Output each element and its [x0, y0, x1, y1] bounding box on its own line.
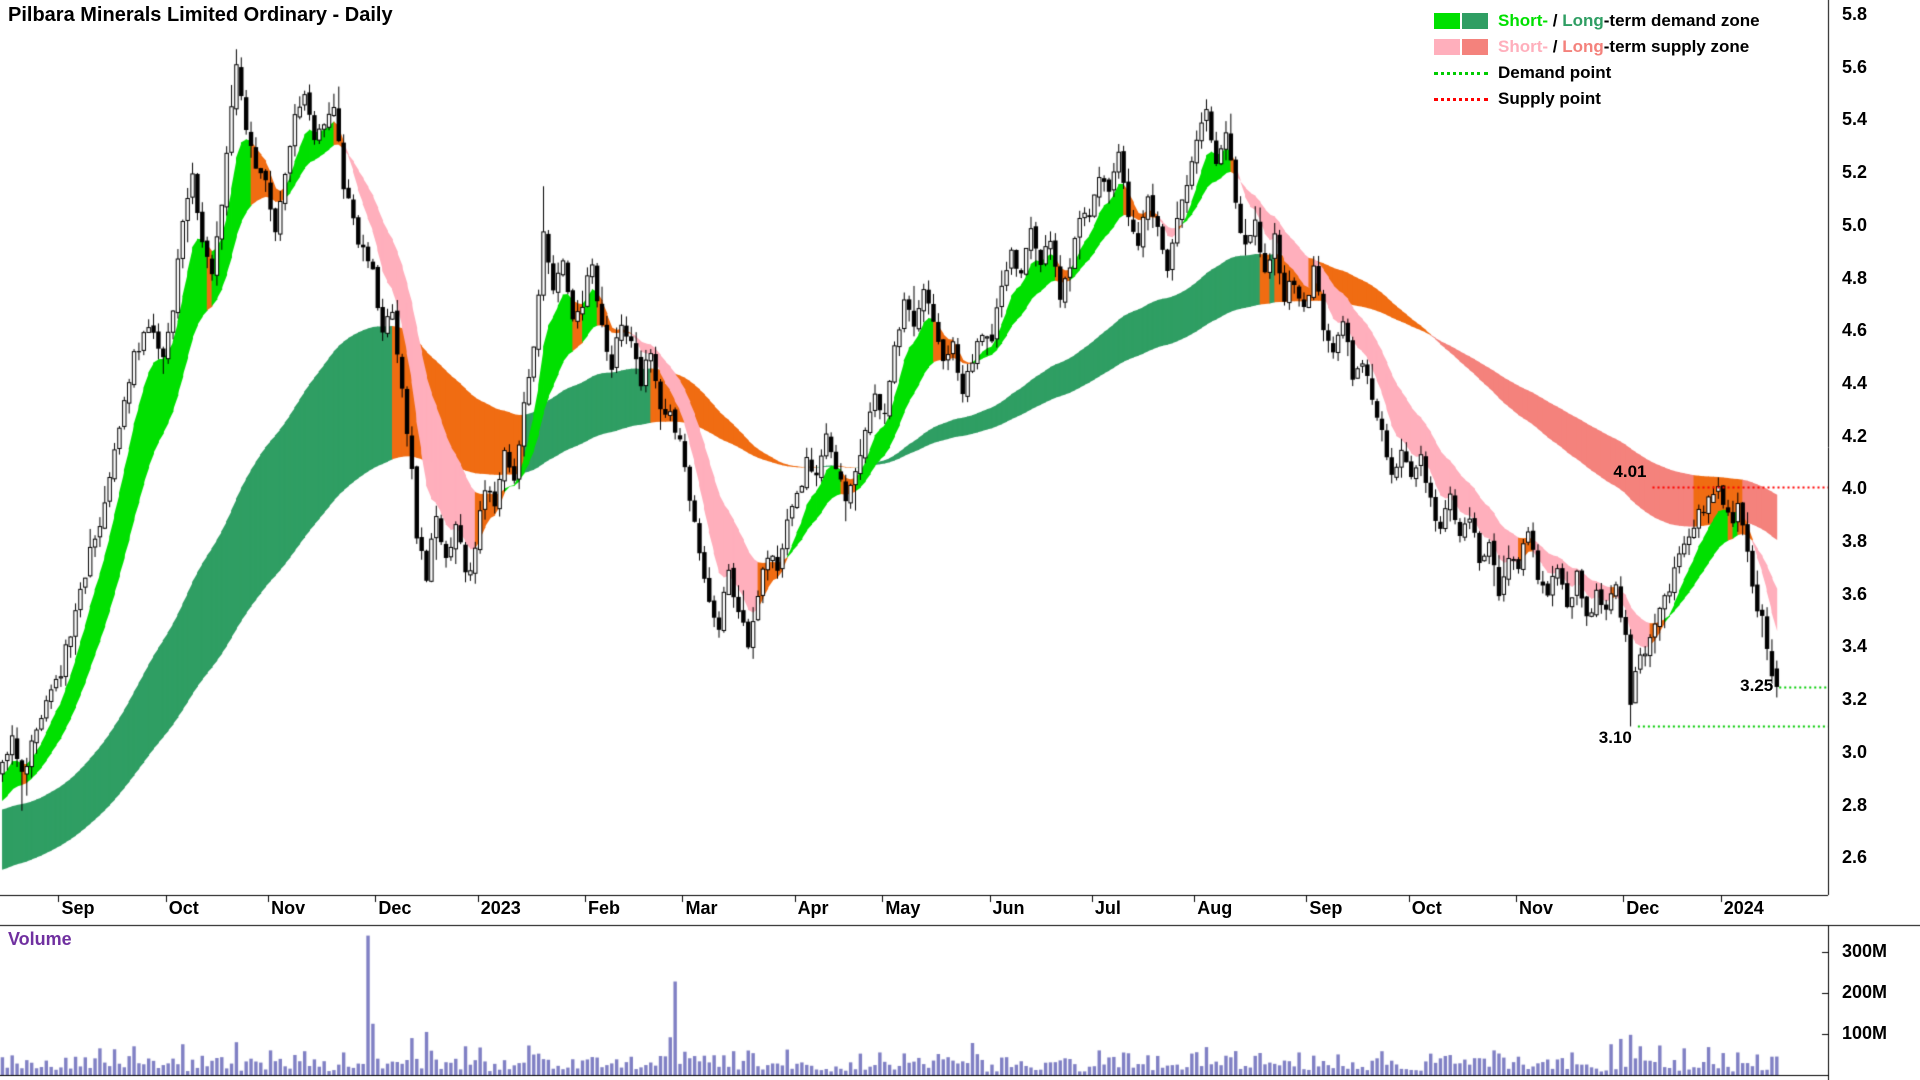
- price-volume-chart-canvas[interactable]: [0, 0, 1920, 1080]
- chart-window: Pilbara Minerals Limited Ordinary - Dail…: [0, 0, 1920, 1080]
